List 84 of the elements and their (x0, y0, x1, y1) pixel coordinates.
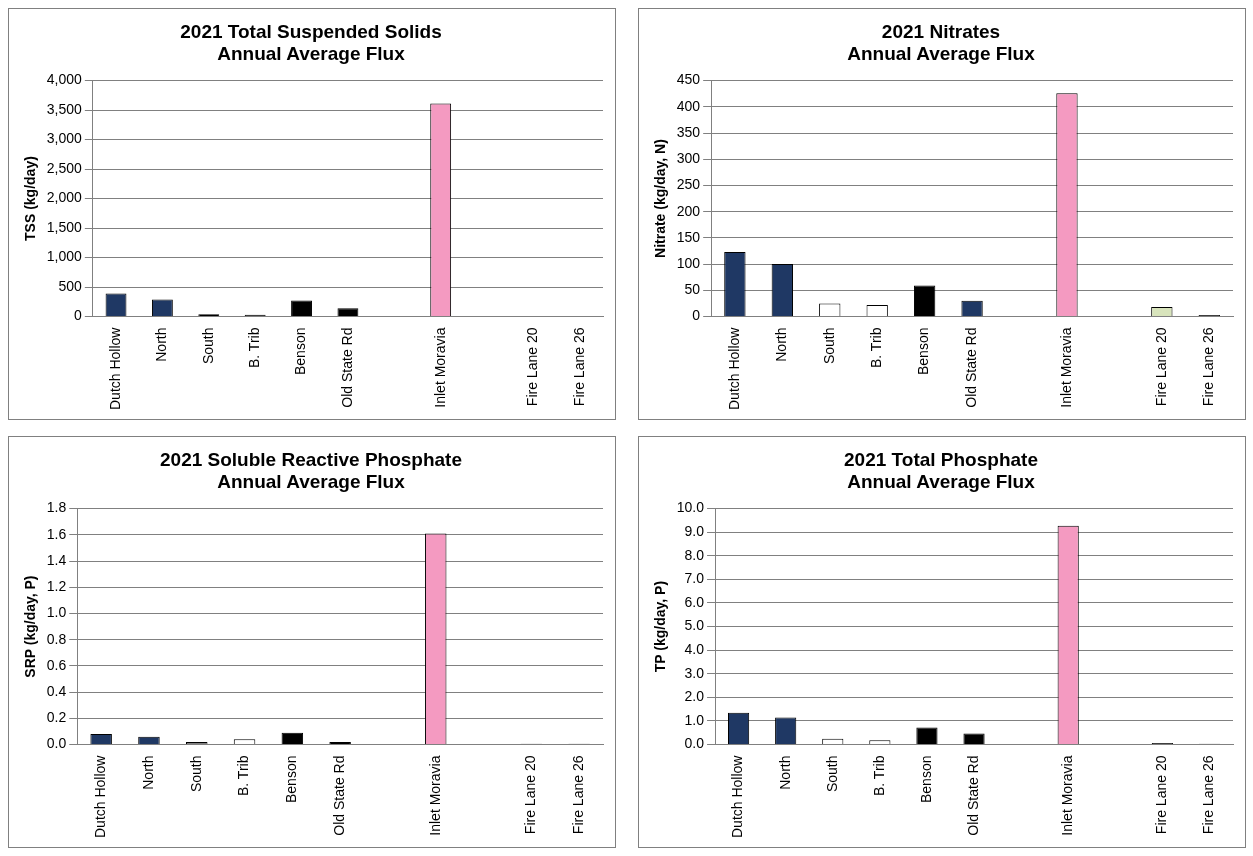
x-tick-label: Fire Lane 20 (522, 755, 539, 835)
x-tick-label: North (139, 755, 156, 790)
x-tick-label: North (773, 327, 790, 362)
chart-title: 2021 Soluble Reactive Phosphate Annual Average Flux (159, 448, 463, 493)
x-tick-label: Dutch Hollow (729, 754, 746, 839)
y-tick-label: 10.0 (676, 499, 705, 516)
y-tick-label: 0.4 (46, 682, 67, 699)
y-tick-label: 1.0 (46, 604, 67, 621)
x-tick-label: Fire Lane 26 (570, 327, 587, 407)
y-tick-label: 0.8 (46, 630, 67, 647)
y-tick-label: 0.0 (46, 735, 67, 752)
y-tick-label: 1.0 (684, 711, 705, 728)
y-tick-label: 500 (58, 277, 83, 294)
x-tick-label: Old State Rd (338, 327, 355, 408)
x-tick-label: North (776, 755, 793, 790)
x-tick-label: Fire Lane 20 (1153, 755, 1170, 835)
y-tick-label: 1.8 (46, 499, 67, 516)
y-axis-title: SRP (kg/day, P) (22, 575, 39, 678)
x-tick-label: B. Trib (870, 755, 887, 796)
y-tick-label: 7.0 (684, 570, 705, 587)
y-tick-label: 250 (676, 176, 701, 193)
x-tick-label: Dutch Hollow (725, 326, 742, 411)
x-tick-label: Fire Lane 26 (569, 755, 586, 835)
y-tick-label: 3,000 (46, 130, 83, 147)
y-tick-label: 1.6 (46, 525, 67, 542)
x-tick-label: South (820, 327, 837, 365)
x-tick-label: Benson (283, 755, 300, 804)
y-tick-label: 100 (676, 254, 701, 271)
x-tick-label: Fire Lane 26 (1200, 327, 1217, 407)
y-tick-label: 9.0 (684, 523, 705, 540)
chart-title: 2021 Nitrates Annual Average Flux (847, 20, 1036, 65)
x-tick-label: North (153, 327, 170, 362)
y-tick-label: 4.0 (684, 641, 705, 658)
y-tick-label: 4,000 (46, 71, 83, 88)
y-axis-title: Nitrate (kg/day, N) (652, 139, 669, 258)
y-tick-label: 300 (676, 150, 701, 167)
y-tick-label: 0 (74, 307, 83, 324)
x-tick-label: Benson (917, 755, 934, 804)
y-tick-label: 350 (676, 123, 701, 140)
y-tick-label: 3.0 (684, 664, 705, 681)
x-tick-label: B. Trib (235, 755, 252, 796)
x-tick-label: Fire Lane 20 (524, 327, 541, 407)
x-tick-label: Old State Rd (962, 327, 979, 408)
y-tick-label: 1.4 (46, 551, 67, 568)
chart-title: 2021 Total Phosphate Annual Average Flux (844, 448, 1038, 493)
y-tick-label: 3,500 (46, 100, 83, 117)
y-axis-title: TSS (kg/day) (22, 156, 39, 241)
x-tick-label: B. Trib (868, 327, 885, 368)
y-tick-label: 400 (676, 97, 701, 114)
y-tick-label: 2,000 (46, 189, 83, 206)
x-tick-label: Benson (915, 327, 932, 376)
y-tick-label: 6.0 (684, 593, 705, 610)
x-tick-label: Old State Rd (330, 755, 347, 836)
x-tick-label: Inlet Moravia (426, 755, 443, 836)
y-tick-label: 5.0 (684, 617, 705, 634)
y-tick-label: 2,500 (46, 159, 83, 176)
y-tick-label: 1,500 (46, 218, 83, 235)
y-tick-label: 0 (692, 307, 701, 324)
y-tick-label: 0.2 (46, 709, 67, 726)
x-tick-label: Dutch Hollow (106, 326, 123, 411)
y-tick-label: 2.0 (684, 688, 705, 705)
chart-title: 2021 Total Suspended Solids Annual Average Flux (180, 20, 442, 65)
y-tick-label: 0.0 (684, 735, 705, 752)
x-tick-label: Inlet Moravia (1059, 755, 1076, 836)
x-tick-label: South (823, 755, 840, 793)
y-tick-label: 200 (676, 202, 701, 219)
x-tick-label: Inlet Moravia (431, 327, 448, 408)
y-tick-label: 50 (684, 281, 701, 298)
x-tick-label: B. Trib (246, 327, 263, 368)
y-tick-label: 450 (676, 71, 701, 88)
x-tick-label: Dutch Hollow (92, 754, 109, 839)
x-tick-label: Benson (292, 327, 309, 376)
y-tick-label: 1.2 (46, 578, 67, 595)
x-tick-label: South (187, 755, 204, 793)
x-tick-label: South (199, 327, 216, 365)
x-tick-label: Old State Rd (964, 755, 981, 836)
x-tick-label: Fire Lane 26 (1200, 755, 1217, 835)
y-axis-title: TP (kg/day, P) (652, 580, 669, 673)
y-tick-label: 0.6 (46, 656, 67, 673)
x-tick-label: Inlet Moravia (1057, 327, 1074, 408)
y-tick-label: 150 (676, 228, 701, 245)
y-tick-label: 1,000 (46, 248, 83, 265)
y-tick-label: 8.0 (684, 546, 705, 563)
x-tick-label: Fire Lane 20 (1152, 327, 1169, 407)
